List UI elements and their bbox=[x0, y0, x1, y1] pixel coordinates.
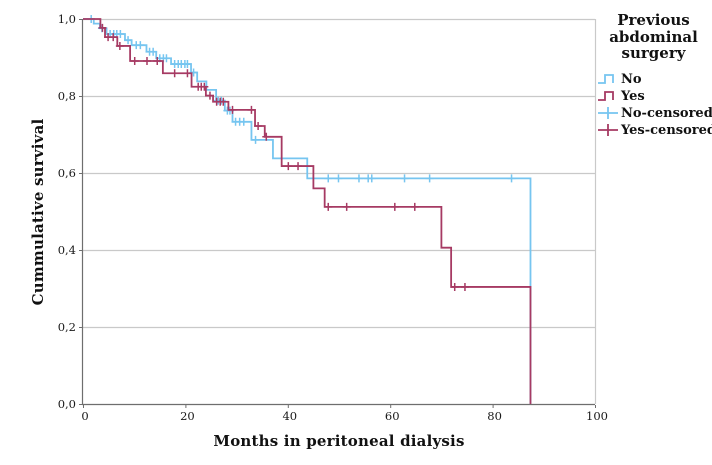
x-tick-label: 80 bbox=[487, 409, 502, 423]
censor-marks-no bbox=[87, 15, 516, 183]
x-tick-label: 60 bbox=[385, 409, 400, 423]
censor-plus-icon bbox=[598, 124, 618, 136]
y-tick-label: 0,2 bbox=[58, 320, 76, 334]
step-line-icon bbox=[598, 74, 614, 84]
step-line-icon bbox=[598, 91, 614, 101]
legend-entry: No bbox=[597, 71, 710, 88]
legend-entry-label: No bbox=[621, 71, 642, 87]
step-line-icon bbox=[598, 91, 614, 101]
censor-marks-yes bbox=[98, 23, 469, 291]
x-tick-label: 100 bbox=[586, 409, 608, 423]
legend: Previous abdominal surgery No Yes No-censo… bbox=[597, 11, 712, 139]
legend-entry-label: No-censored bbox=[621, 105, 712, 121]
legend-entry: Yes-censored bbox=[597, 122, 712, 139]
legend-entry-label: Yes bbox=[621, 88, 645, 104]
legend-entry: Yes bbox=[597, 88, 710, 105]
y-axis-title: Cummulative survival bbox=[29, 118, 47, 306]
censor-plus-icon bbox=[598, 107, 618, 119]
y-tick-label: 1,0 bbox=[58, 12, 76, 26]
y-tick-label: 0,0 bbox=[58, 397, 76, 411]
censor-plus-icon bbox=[598, 124, 618, 136]
y-tick-label: 0,4 bbox=[58, 243, 76, 257]
x-tick-label: 0 bbox=[81, 409, 88, 423]
legend-entry-label: Yes-censored bbox=[621, 122, 712, 138]
legend-entries: No Yes No-censored Yes-censored bbox=[597, 71, 712, 139]
legend-entry: No-censored bbox=[597, 105, 712, 122]
x-tick-label: 40 bbox=[282, 409, 297, 423]
x-axis-title: Months in peritoneal dialysis bbox=[213, 432, 465, 450]
series-line-no bbox=[83, 18, 532, 404]
censor-plus-icon bbox=[598, 107, 618, 119]
legend-title: Previous abdominal surgery bbox=[609, 11, 698, 62]
y-tick-label: 0,6 bbox=[58, 166, 76, 180]
y-tick-label: 0,8 bbox=[58, 89, 76, 103]
step-line-icon bbox=[598, 74, 614, 84]
x-tick-label: 20 bbox=[180, 409, 195, 423]
series-line-yes bbox=[83, 18, 532, 404]
